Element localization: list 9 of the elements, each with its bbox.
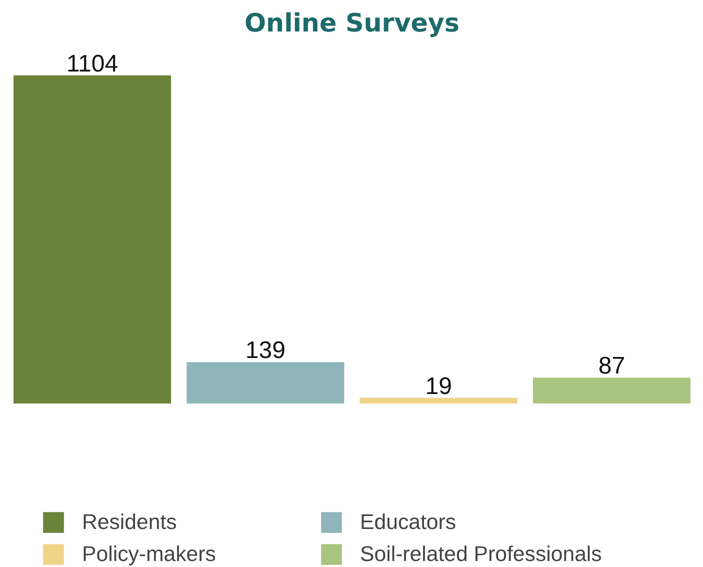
legend-label: Educators	[360, 510, 458, 534]
data-label: 1104	[66, 50, 118, 78]
legend-label: Residents	[82, 510, 178, 534]
chart-title: Online Surveys	[244, 8, 460, 38]
data-label: 19	[425, 372, 452, 400]
legend-label: Policy-makers	[82, 542, 217, 566]
legend-label: Soil-related Professionals	[360, 542, 602, 566]
data-label: 139	[245, 337, 286, 364]
data-label: 87	[598, 352, 626, 380]
